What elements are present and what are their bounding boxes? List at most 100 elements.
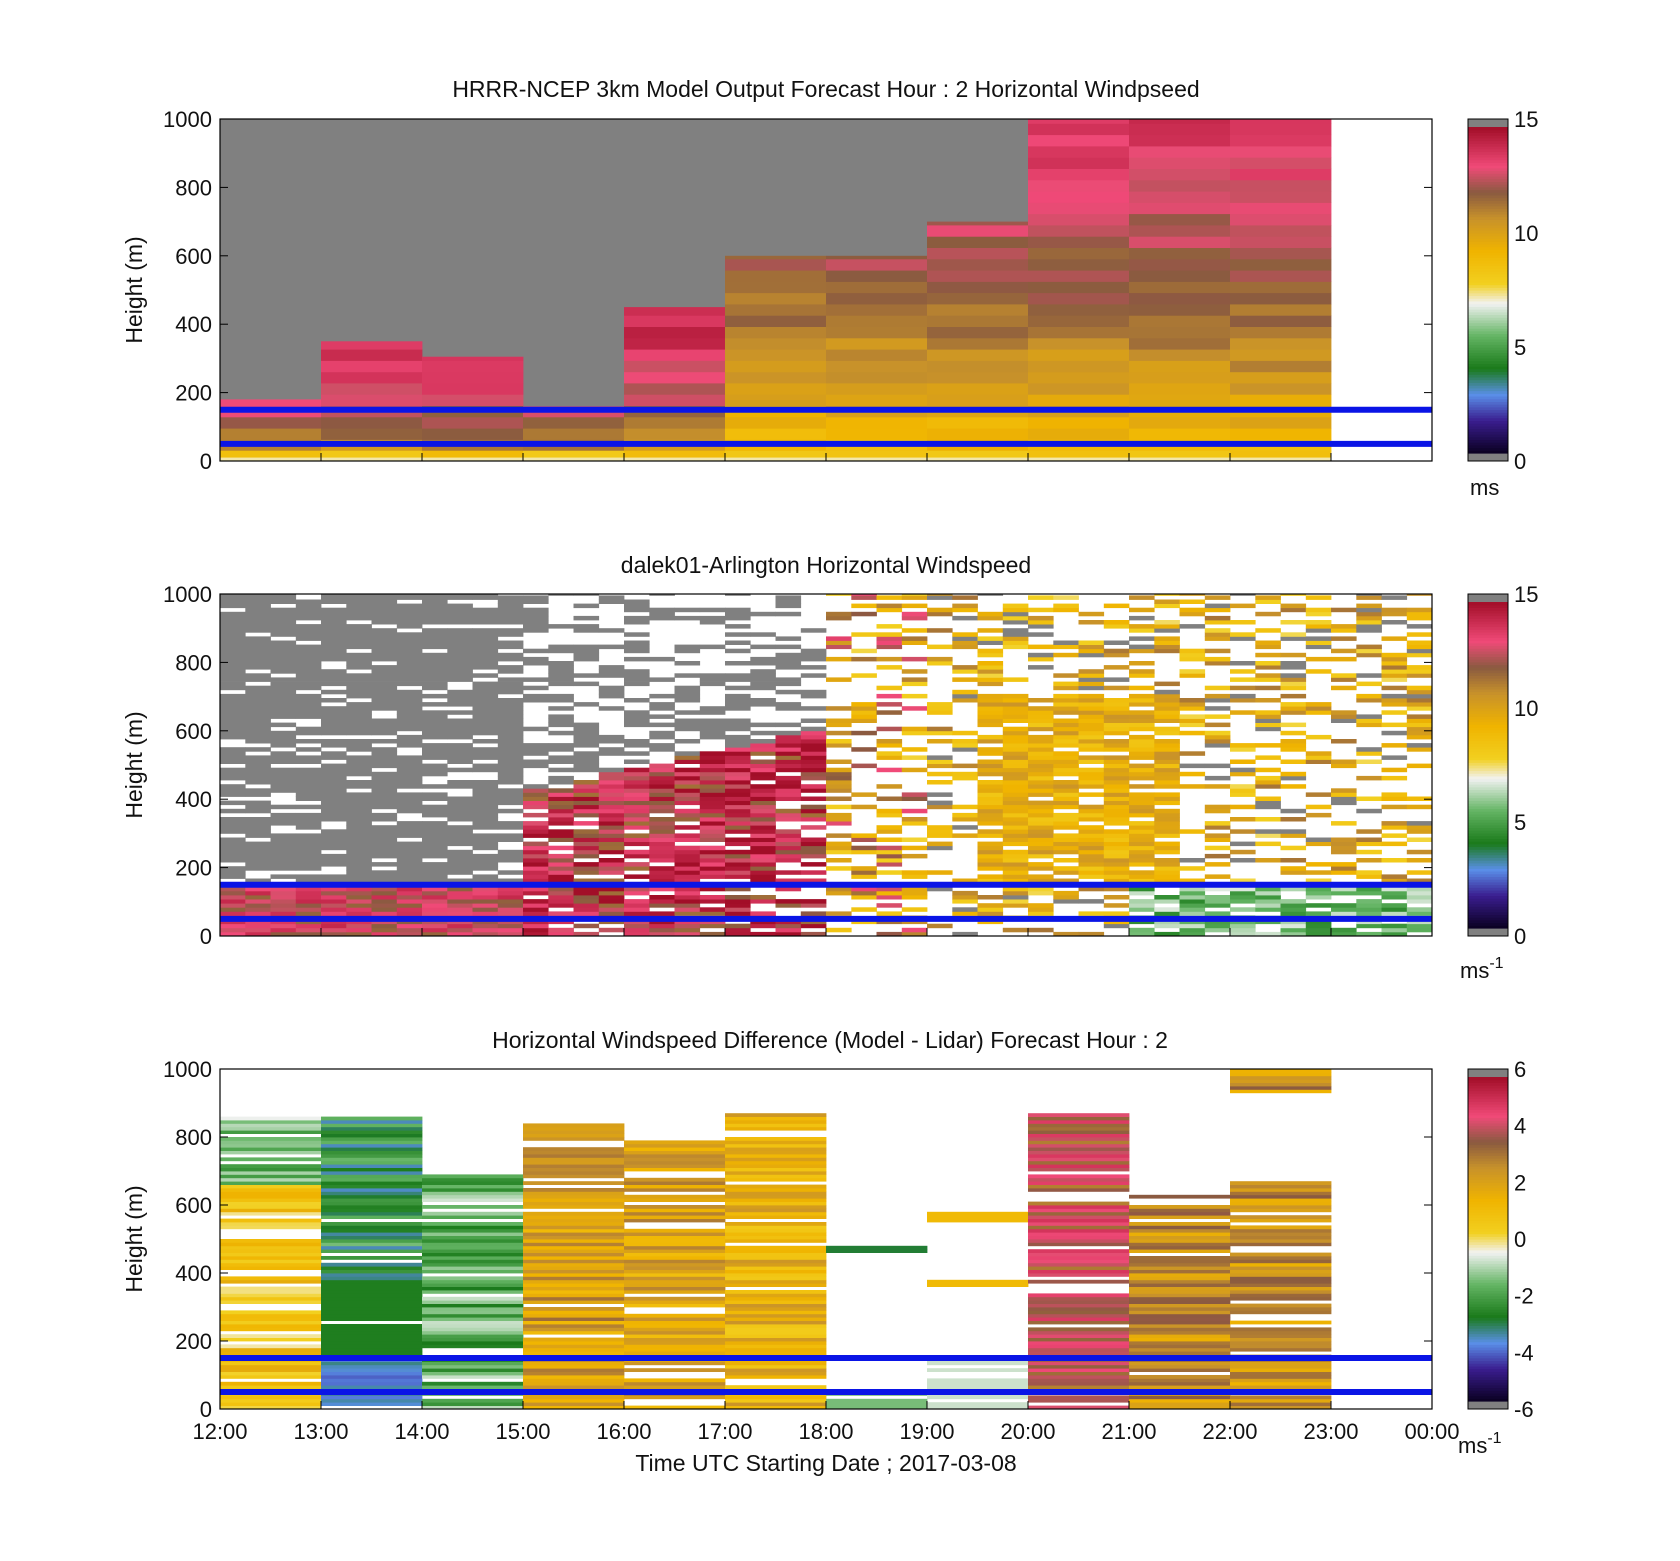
difference-cell [725,1137,827,1141]
lidar-wind-cell [270,837,297,842]
lidar-wind-cell [977,796,1004,801]
lidar-wind-cell [725,624,751,629]
lidar-wind-cell [346,771,372,777]
lidar-wind-cell [851,866,877,871]
lidar-wind-cell [396,718,423,723]
lidar-wind-cell [497,931,524,936]
lidar-wind-cell [876,849,903,855]
lidar-wind-cell [1053,751,1079,756]
colorbar-step [1468,615,1508,619]
lidar-wind-cell [346,611,372,617]
difference-cell [523,1215,625,1219]
lidar-wind-cell [1331,624,1357,629]
lidar-wind-cell [346,804,372,810]
model-wind-cell [422,356,524,361]
y-tick-label: 800 [175,175,212,200]
lidar-wind-cell [725,858,751,863]
lidar-wind-cell [1381,755,1408,760]
lidar-wind-cell [725,829,751,834]
lidar-wind-cell [497,628,524,633]
lidar-wind-cell [876,890,903,896]
lidar-wind-cell [422,874,448,879]
model-wind-cell [725,360,827,373]
difference-cell [422,1245,524,1250]
difference-cell [523,1317,625,1321]
colorbar-step [1468,352,1508,356]
lidar-wind-cell [548,817,574,822]
lidar-wind-cell [750,833,776,838]
lidar-wind-cell [901,886,928,892]
lidar-wind-cell [472,722,499,728]
colorbar-step [1468,1201,1508,1205]
colorbar-step [1468,1371,1508,1375]
lidar-wind-cell [1129,747,1155,752]
lidar-wind-cell [396,833,423,838]
lidar-wind-cell [396,726,423,732]
lidar-wind-cell [1179,722,1206,728]
difference-cell [1028,1208,1130,1213]
lidar-wind-cell [1154,620,1180,625]
lidar-wind-cell [295,788,322,793]
lidar-wind-cell [396,870,423,875]
colorbar-step [1468,637,1508,641]
lidar-wind-cell [1356,775,1382,781]
lidar-wind-cell [1028,907,1054,912]
lidar-wind-cell [1078,743,1105,748]
lidar-wind-cell [1053,722,1079,728]
difference-cell [624,1259,726,1264]
lidar-wind-cell [1204,927,1231,933]
lidar-wind-cell [1356,648,1382,654]
lidar-wind-cell [674,931,701,936]
lidar-wind-cell [826,911,852,916]
lidar-wind-cell [674,607,701,613]
lidar-wind-cell [1381,656,1408,662]
lidar-wind-cell [775,759,802,764]
lidar-wind-cell [1381,652,1408,658]
colorbar-step [1468,170,1508,174]
lidar-wind-cell [1053,702,1079,707]
lidar-wind-cell [523,829,549,834]
lidar-wind-cell [699,837,726,842]
lidar-wind-cell [674,673,701,678]
difference-cell [725,1116,827,1121]
lidar-wind-cell [1028,788,1054,793]
lidar-wind-cell [699,845,726,851]
lidar-wind-cell [851,874,877,879]
colorbar-step [1468,879,1508,883]
lidar-wind-cell [1028,652,1054,658]
lidar-wind-cell [624,890,650,896]
lidar-wind-cell [472,594,499,596]
difference-cell [1129,1293,1231,1298]
lidar-wind-cell [523,804,549,810]
difference-cell [523,1164,625,1168]
lidar-wind-cell [295,665,322,670]
lidar-wind-cell [1305,792,1332,797]
colorbar-step [1468,908,1508,913]
colorbar-step [1468,1168,1508,1173]
colorbar-step [1468,349,1508,354]
lidar-wind-cell [472,689,499,695]
y-tick-label: 200 [175,381,212,406]
colorbar-step [1468,827,1508,831]
colorbar-cap-bottom [1468,453,1508,461]
difference-cell [1028,1259,1130,1264]
lidar-wind-cell [876,665,903,670]
lidar-wind-cell [1129,829,1155,834]
lidar-wind-cell [1179,784,1206,789]
colorbar-step [1468,213,1508,218]
lidar-wind-cell [1406,607,1432,613]
lidar-wind-cell [1179,890,1206,896]
difference-cell [1230,1259,1332,1264]
lidar-wind-cell [1002,628,1029,633]
difference-cell [220,1334,322,1338]
lidar-wind-cell [497,710,524,715]
lidar-wind-cell [497,747,524,752]
model-wind-cell [1230,179,1332,192]
difference-cell [321,1334,423,1338]
colorbar-step [1468,1241,1508,1245]
model-wind-cell [826,258,928,271]
lidar-wind-cell [1255,661,1281,666]
lidar-wind-cell [674,788,701,793]
lidar-wind-cell [270,702,297,707]
lidar-wind-cell [396,923,423,929]
